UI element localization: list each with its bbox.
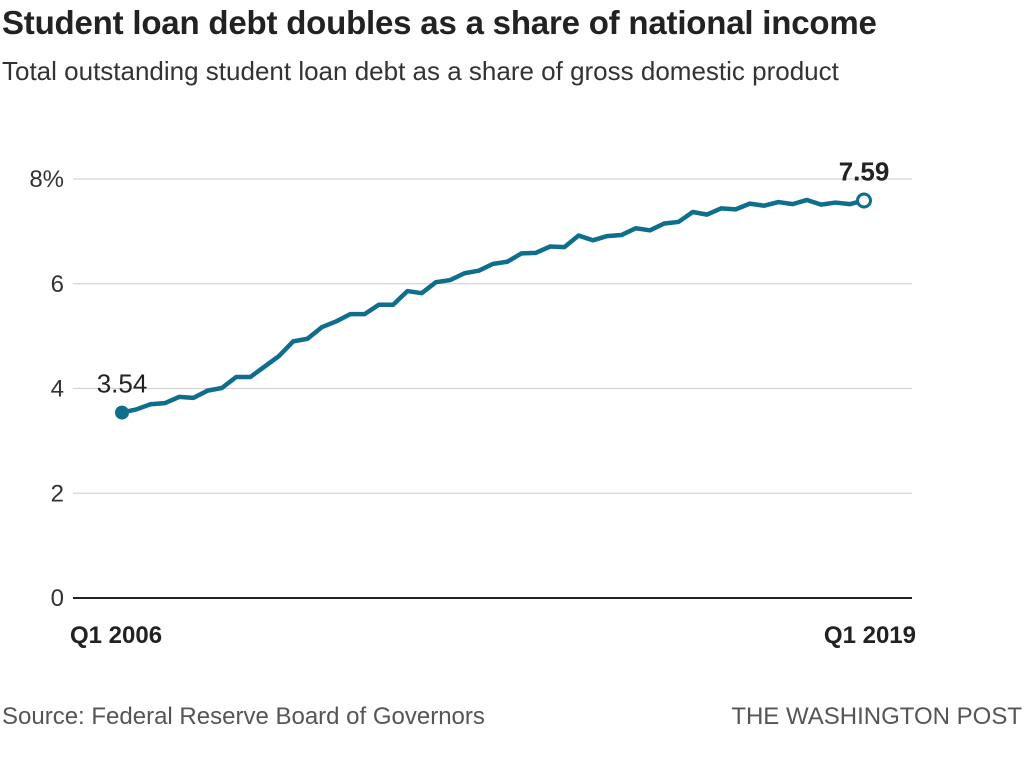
series-line — [119, 197, 867, 415]
start-value-label: 3.54 — [97, 369, 148, 399]
y-tick-label-8: 8% — [29, 166, 64, 193]
chart-subtitle: Total outstanding student loan debt as a… — [2, 56, 839, 86]
y-tick-label-4: 4 — [51, 376, 64, 403]
source-note: Source: Federal Reserve Board of Governo… — [2, 703, 485, 730]
x-tick-label-start: Q1 2006 — [70, 622, 162, 649]
x-tick-label-end: Q1 2019 — [824, 622, 916, 649]
end-point-marker — [856, 192, 872, 209]
end-value-label: 7.59 — [839, 156, 890, 186]
chart-title: Student loan debt doubles as a share of … — [2, 4, 877, 41]
start-point-marker — [115, 405, 129, 420]
y-tick-label-2: 2 — [51, 480, 64, 507]
y-tick-label-6: 6 — [51, 271, 64, 298]
publisher-credit: THE WASHINGTON POST — [731, 703, 1022, 730]
y-tick-label-0: 0 — [51, 585, 64, 612]
